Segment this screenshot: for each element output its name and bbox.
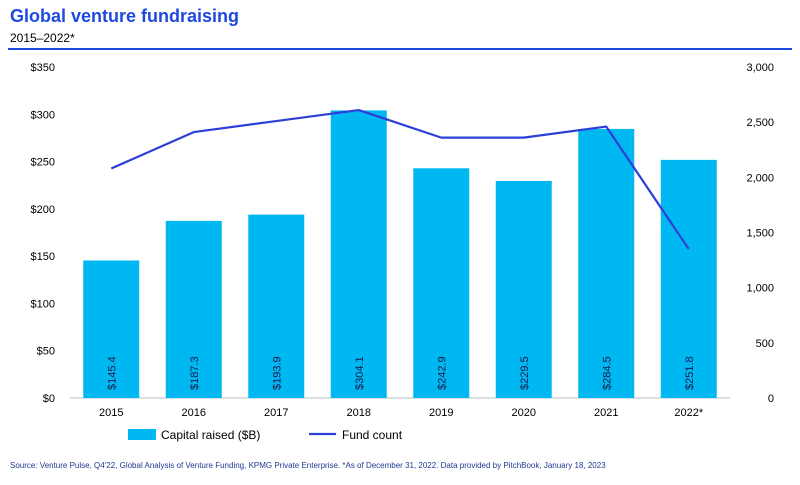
- line-series: [110, 108, 690, 250]
- x-tick-label: 2016: [182, 407, 206, 419]
- bar-2016: [165, 220, 222, 398]
- bar-2018: [330, 110, 387, 398]
- x-tick-label: 2020: [512, 407, 536, 419]
- left-tick-label: $0: [43, 393, 55, 405]
- bar-2022: [660, 159, 717, 398]
- right-tick-label: 500: [756, 338, 774, 350]
- bar-data-label: $304.1: [354, 356, 366, 390]
- right-tick-label: 3,000: [746, 62, 774, 74]
- legend-bar-swatch: [128, 429, 156, 440]
- right-tick-label: 1,000: [746, 283, 774, 295]
- right-axis: 0 500 1,000 1,500 2,000 2,500 3,000: [746, 62, 774, 405]
- chart-subtitle: 2015–2022*: [10, 31, 75, 45]
- bar-data-label: $284.5: [601, 356, 613, 390]
- x-tick-label: 2021: [594, 407, 618, 419]
- left-tick-label: $300: [31, 109, 55, 121]
- left-tick-label: $150: [31, 251, 55, 263]
- bar-2020: [495, 180, 552, 398]
- bar-data-label: $251.8: [684, 356, 696, 390]
- left-tick-label: $350: [31, 62, 55, 74]
- left-tick-label: $200: [31, 204, 55, 216]
- legend-bar-label: Capital raised ($B): [161, 428, 260, 442]
- x-tick-label: 2022*: [674, 407, 703, 419]
- x-tick-label: 2015: [99, 407, 123, 419]
- x-tick-label: 2019: [429, 407, 453, 419]
- bar-data-label: $187.3: [189, 356, 201, 390]
- legend: Capital raised ($B) Fund count: [128, 428, 403, 442]
- bar-2015: [83, 260, 140, 398]
- bar-2017: [248, 214, 305, 398]
- title-divider: [8, 48, 792, 50]
- left-tick-label: $250: [31, 157, 55, 169]
- bar-data-label: $193.9: [271, 356, 283, 390]
- bar-data-label: $145.4: [106, 356, 118, 390]
- x-tick-label: 2018: [347, 407, 371, 419]
- right-tick-label: 2,000: [746, 172, 774, 184]
- left-tick-label: $100: [31, 298, 55, 310]
- left-axis: $0 $50 $100 $150 $200 $250 $300 $350: [31, 62, 55, 405]
- source-footnote: Source: Venture Pulse, Q4'22, Global Ana…: [10, 461, 606, 470]
- right-tick-label: 0: [768, 393, 774, 405]
- right-tick-label: 1,500: [746, 228, 774, 240]
- x-tick-label: 2017: [264, 407, 288, 419]
- right-tick-label: 2,500: [746, 117, 774, 129]
- x-axis: 2015 2016 2017 2018 2019 2020 2021 2022*: [99, 407, 704, 419]
- fund-count-line: [110, 108, 690, 250]
- bar-2021: [578, 128, 635, 399]
- bar-series: $145.4 $187.3 $193.9 $304.1 $242.9 $229.5 $284…: [83, 110, 717, 399]
- bar-data-label: $229.5: [519, 356, 531, 390]
- bar-data-label: $242.9: [436, 356, 448, 390]
- left-tick-label: $50: [37, 346, 55, 358]
- bar-2019: [413, 168, 470, 398]
- chart-title: Global venture fundraising: [10, 6, 240, 26]
- legend-line-label: Fund count: [342, 428, 403, 442]
